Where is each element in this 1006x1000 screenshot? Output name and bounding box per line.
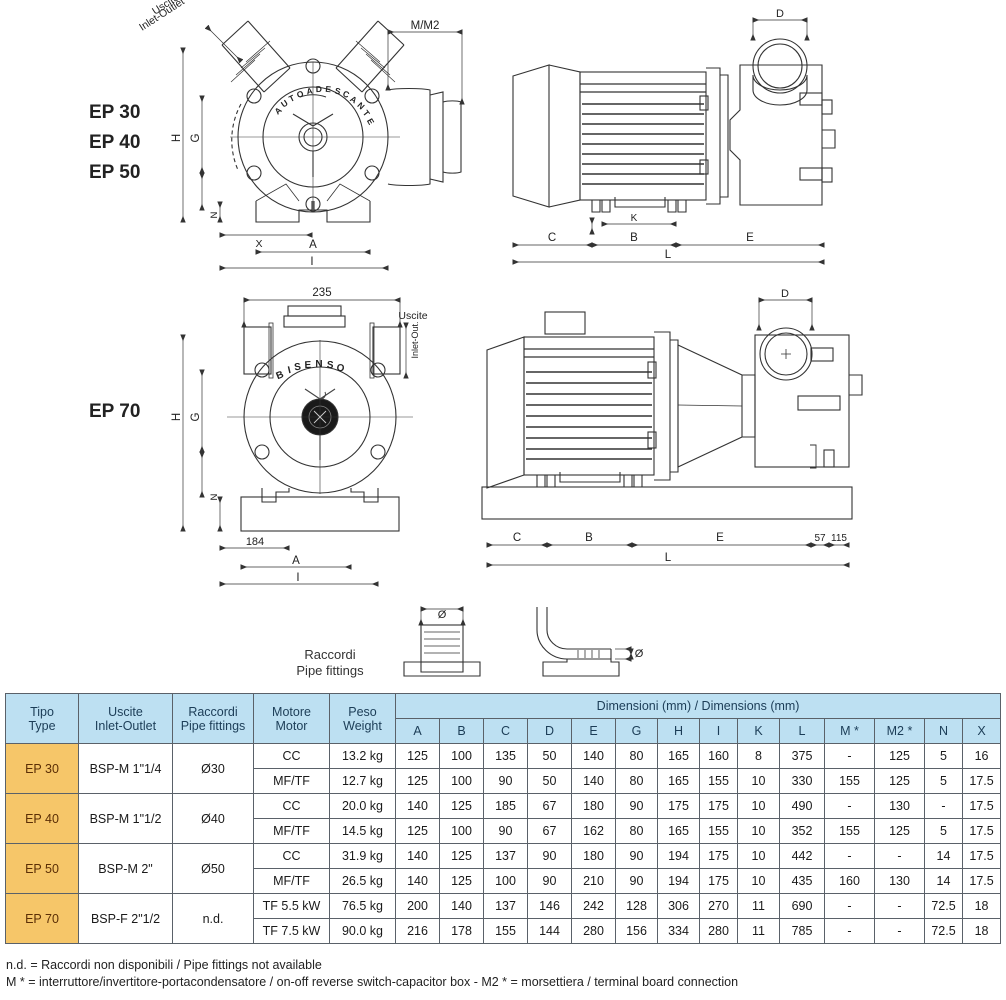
- svg-text:Ø: Ø: [635, 648, 644, 660]
- svg-text:EP 50: EP 50: [89, 162, 140, 183]
- svg-text:C: C: [513, 532, 521, 544]
- svg-text:N: N: [315, 359, 322, 370]
- svg-text:L: L: [665, 552, 672, 564]
- svg-text:E: E: [304, 360, 311, 371]
- svg-text:S: S: [294, 362, 302, 374]
- svg-text:D: D: [316, 84, 322, 94]
- svg-text:EP 30: EP 30: [89, 102, 140, 123]
- svg-text:M/M2: M/M2: [411, 20, 440, 32]
- svg-text:Raccordi: Raccordi: [304, 647, 355, 662]
- svg-text:K: K: [631, 213, 638, 224]
- svg-text:N: N: [209, 211, 220, 218]
- svg-text:C: C: [548, 232, 556, 244]
- svg-text:E: E: [325, 84, 332, 95]
- svg-text:B: B: [585, 532, 593, 544]
- svg-text:Uscite: Uscite: [398, 310, 427, 322]
- svg-text:Ø: Ø: [438, 609, 447, 621]
- svg-text:B: B: [275, 369, 286, 382]
- svg-text:T: T: [287, 92, 297, 104]
- svg-text:B: B: [630, 232, 638, 244]
- svg-text:X: X: [255, 238, 262, 250]
- svg-text:E: E: [746, 232, 754, 244]
- svg-text:235: 235: [312, 287, 331, 299]
- svg-text:L: L: [665, 249, 672, 261]
- svg-text:D: D: [781, 288, 789, 300]
- svg-text:D: D: [776, 8, 784, 20]
- svg-text:S: S: [326, 360, 334, 371]
- svg-text:I: I: [287, 365, 292, 376]
- svg-text:57: 57: [814, 533, 826, 544]
- svg-text:U: U: [279, 98, 290, 110]
- svg-text:Inlet-Out.: Inlet-Out.: [410, 321, 420, 358]
- svg-text:H: H: [171, 413, 183, 421]
- svg-text:115: 115: [831, 533, 847, 544]
- svg-text:G: G: [190, 133, 202, 142]
- svg-text:A: A: [292, 555, 300, 567]
- svg-text:E: E: [716, 532, 724, 544]
- svg-text:EP 40: EP 40: [89, 132, 140, 153]
- svg-text:A: A: [309, 239, 317, 251]
- svg-text:G: G: [190, 412, 202, 421]
- svg-text:E: E: [365, 117, 377, 127]
- svg-text:N: N: [209, 493, 220, 500]
- svg-text:I: I: [310, 256, 313, 268]
- svg-text:C: C: [341, 88, 351, 100]
- svg-text:EP 70: EP 70: [89, 401, 140, 422]
- svg-text:H: H: [171, 134, 183, 142]
- svg-text:O: O: [295, 88, 305, 100]
- svg-text:I: I: [296, 572, 299, 584]
- svg-text:Pipe fittings: Pipe fittings: [296, 663, 364, 678]
- svg-text:184: 184: [246, 536, 264, 548]
